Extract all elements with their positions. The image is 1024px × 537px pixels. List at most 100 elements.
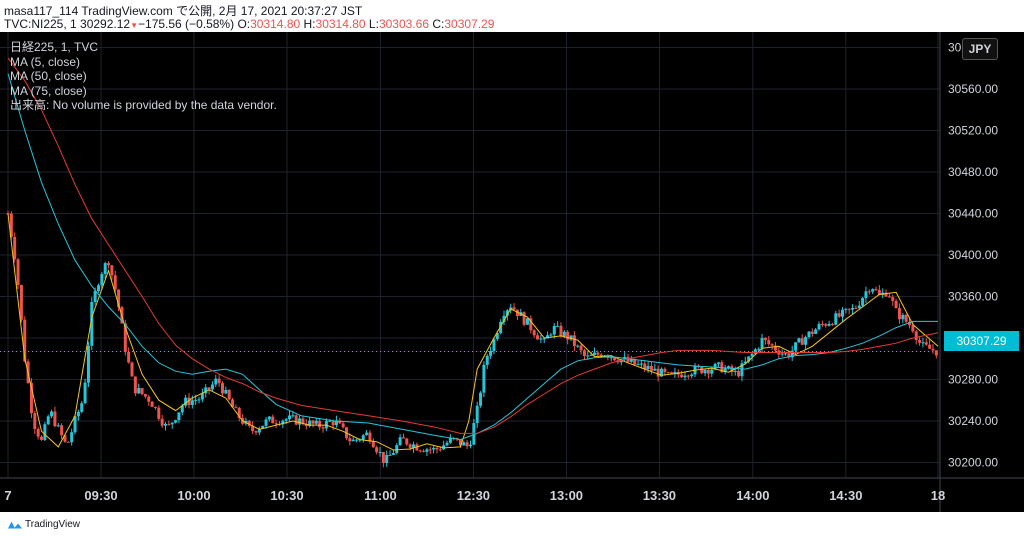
close-value: 30307.29 <box>444 17 495 31</box>
candle-body <box>130 362 134 377</box>
candle-body <box>680 374 684 378</box>
candle-body <box>921 342 925 344</box>
candle-body <box>432 447 436 450</box>
candle-body <box>864 291 868 299</box>
legend-ma75[interactable]: MA (75, close) <box>10 83 87 98</box>
candle-body <box>589 354 593 356</box>
candle-body <box>257 428 261 433</box>
candle-body <box>857 305 861 309</box>
x-tick-label: 14:30 <box>829 488 862 503</box>
candle-body <box>445 442 449 446</box>
candle-body <box>395 445 399 454</box>
candle-body <box>210 384 214 390</box>
x-tick-label: 09:30 <box>84 488 117 503</box>
y-tick-label: 30280.00 <box>948 372 998 386</box>
candle-body <box>231 399 235 408</box>
x-tick-label: 12:30 <box>457 488 490 503</box>
candle-body <box>663 368 667 373</box>
candle-body <box>773 345 777 351</box>
candle-body <box>214 378 218 385</box>
candle-body <box>264 419 268 426</box>
candle-body <box>830 323 834 325</box>
candle-body <box>884 292 888 297</box>
candle-body <box>281 420 285 425</box>
candle-body <box>117 289 121 308</box>
currency-button[interactable]: JPY <box>962 38 998 60</box>
x-tick-label: 10:00 <box>177 488 210 503</box>
tradingview-brand[interactable]: TradingView <box>8 519 80 530</box>
candle-body <box>60 425 64 436</box>
candle-body <box>428 449 432 451</box>
candle-body <box>311 420 315 424</box>
candle-body <box>552 325 556 335</box>
candle-body <box>137 388 141 394</box>
candle-body <box>686 375 690 377</box>
y-tick-label: 30440.00 <box>948 207 998 221</box>
candle-body <box>80 403 84 412</box>
candle-body <box>716 362 720 364</box>
y-tick-label: 30360.00 <box>948 289 998 303</box>
candle-body <box>542 338 546 340</box>
candle-body <box>629 358 633 362</box>
candle-body <box>703 369 707 374</box>
candle-body <box>820 324 824 326</box>
price-chart[interactable]: 30200.0030240.0030280.0030320.0030360.00… <box>0 32 1024 512</box>
candle-body <box>586 355 590 357</box>
candle-body <box>660 368 664 377</box>
candle-body <box>750 353 754 357</box>
tradingview-logo-icon <box>8 521 22 529</box>
candle-body <box>50 411 54 417</box>
chart-area[interactable]: 30200.0030240.0030280.0030320.0030360.00… <box>0 32 1024 512</box>
candle-body <box>492 339 496 351</box>
candle-body <box>207 387 211 390</box>
legend-ma50[interactable]: MA (50, close) <box>10 69 87 83</box>
candle-body <box>274 423 278 425</box>
candle-body <box>412 444 416 448</box>
candle-body <box>334 420 338 426</box>
candle-body <box>458 439 462 446</box>
candle-body <box>247 420 251 426</box>
candle-body <box>562 331 566 337</box>
candle-body <box>673 371 677 374</box>
candle-body <box>308 420 312 427</box>
candle-body <box>314 420 318 424</box>
candle-body <box>220 383 224 394</box>
candle-body <box>157 407 161 419</box>
x-tick-label: 10:30 <box>270 488 303 503</box>
candle-body <box>408 444 412 448</box>
candle-body <box>70 432 74 443</box>
candle-body <box>784 353 788 355</box>
candle-body <box>418 450 422 452</box>
candle-body <box>924 342 928 345</box>
candle-body <box>23 319 27 362</box>
candle-body <box>227 389 231 400</box>
candle-body <box>294 415 298 425</box>
candle-body <box>934 350 938 356</box>
brand-name: TradingView <box>25 519 81 530</box>
candle-body <box>505 310 509 316</box>
candle-body <box>113 275 117 290</box>
candle-body <box>706 369 710 374</box>
candle-body <box>321 427 325 429</box>
candle-body <box>365 432 369 436</box>
legend-volume[interactable]: 出来高: No volume is provided by the data v… <box>10 98 277 112</box>
candle-body <box>237 407 241 418</box>
candle-body <box>861 298 865 306</box>
candle-body <box>36 429 40 437</box>
legend-ma5[interactable]: MA (5, close) <box>10 54 81 69</box>
x-tick-label: 14:00 <box>736 488 769 503</box>
candle-body <box>301 418 305 424</box>
candle-body <box>468 444 472 447</box>
candle-body <box>525 318 529 325</box>
open-value: 30314.80 <box>250 17 301 31</box>
y-tick-label: 30480.00 <box>948 165 998 179</box>
candle-body <box>837 313 841 317</box>
candle-body <box>204 387 208 394</box>
candle-body <box>666 372 670 374</box>
down-arrow-icon: ▼ <box>130 21 139 30</box>
candle-body <box>894 300 898 309</box>
high-label: H: <box>303 17 316 31</box>
candle-body <box>767 340 771 345</box>
candle-body <box>86 345 90 383</box>
candle-body <box>656 368 660 377</box>
